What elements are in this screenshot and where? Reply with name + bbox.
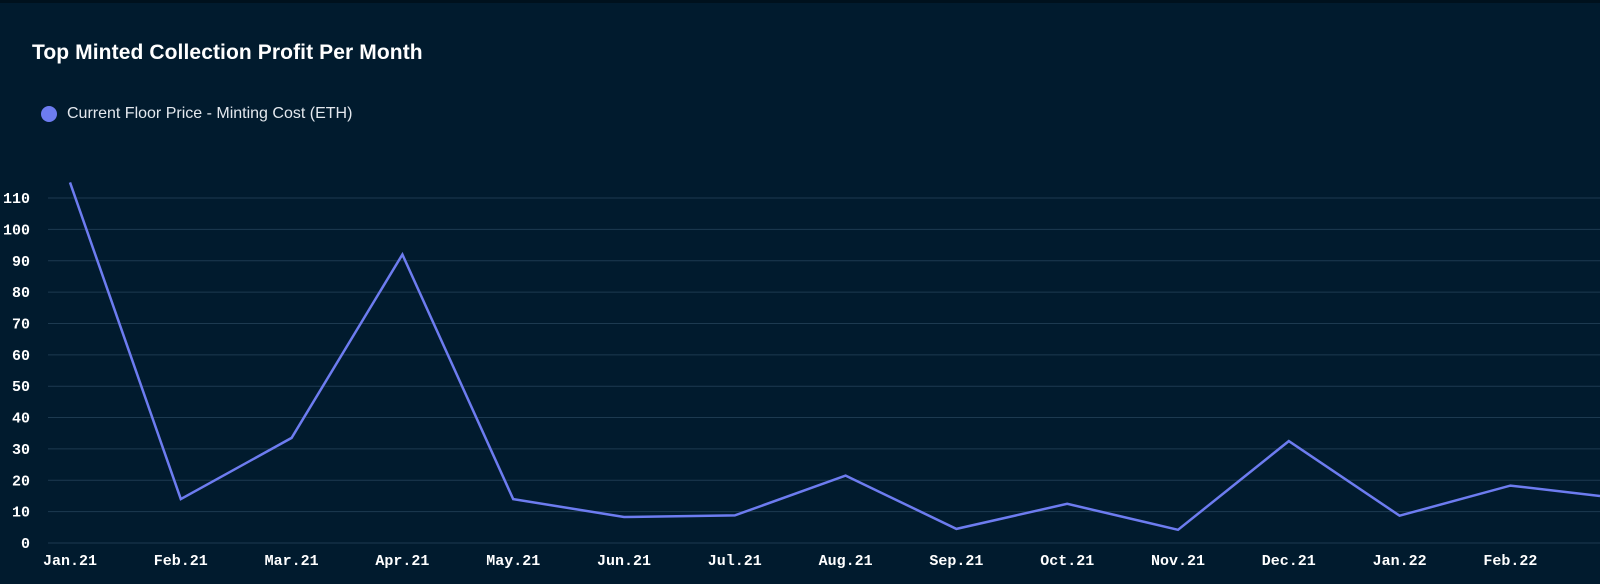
line-chart: 0 10 20 30 40 50 60 70 80 90 100 110 Jan.21 Feb.21 Ma… [3,177,1600,570]
y-tick-label: 90 [12,254,30,271]
data-point[interactable] [176,494,186,504]
y-tick-label: 60 [12,348,30,365]
y-tick-label: 100 [3,222,30,239]
x-tick-label: Feb.22 [1483,553,1537,570]
y-tick-label: 10 [12,505,30,522]
data-point[interactable] [1505,481,1515,491]
data-point[interactable] [951,524,961,534]
x-tick-label: Aug.21 [819,553,873,570]
data-point[interactable] [397,249,407,259]
y-tick-label: 40 [12,411,30,428]
y-tick-label: 50 [12,379,30,396]
y-axis-ticks: 0 10 20 30 40 50 60 70 80 90 100 110 [3,191,30,553]
data-point[interactable] [1173,525,1183,535]
data-point[interactable] [1284,436,1294,446]
legend[interactable]: Current Floor Price - Minting Cost (ETH) [41,105,352,123]
y-tick-label: 0 [21,536,30,553]
x-tick-label: Jan.21 [43,553,97,570]
data-point[interactable] [1395,511,1405,521]
data-point[interactable] [841,471,851,481]
x-tick-label: Oct.21 [1040,553,1094,570]
x-tick-label: Mar.21 [265,553,319,570]
x-tick-label: Jun.21 [597,553,651,570]
chart-title: Top Minted Collection Profit Per Month [32,41,423,64]
legend-swatch [41,106,57,122]
data-point[interactable] [1062,499,1072,509]
grid-lines [48,197,1600,544]
data-point[interactable] [287,433,297,443]
x-tick-label: Nov.21 [1151,553,1205,570]
data-point[interactable] [508,494,518,504]
data-point[interactable] [730,510,740,520]
series-layer [65,177,1600,535]
y-tick-label: 30 [12,442,30,459]
y-tick-label: 20 [12,473,30,490]
y-tick-label: 80 [12,285,30,302]
x-tick-label: Feb.21 [154,553,208,570]
x-tick-label: May.21 [486,553,540,570]
series-line [68,181,1600,532]
x-tick-label: Apr.21 [375,553,429,570]
data-point[interactable] [65,177,75,187]
x-tick-label: Jul.21 [708,553,762,570]
data-point[interactable] [619,512,629,522]
legend-label: Current Floor Price - Minting Cost (ETH) [67,105,353,122]
y-tick-label: 110 [3,191,30,208]
x-tick-label: Dec.21 [1262,553,1316,570]
x-axis-ticks: Jan.21 Feb.21 Mar.21 Apr.21 May.21 Jun.21 Jul.… [43,553,1537,570]
x-tick-label: Jan.22 [1373,553,1427,570]
x-tick-label: Sep.21 [929,553,983,570]
y-tick-label: 70 [12,316,30,333]
